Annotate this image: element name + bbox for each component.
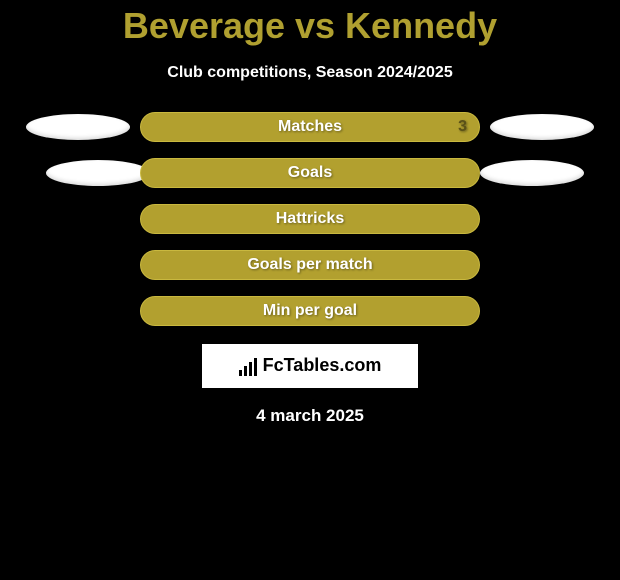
stat-pill: Goals <box>140 158 480 188</box>
logo-bars-icon <box>239 356 257 376</box>
subtitle: Club competitions, Season 2024/2025 <box>0 64 620 82</box>
left-value-ellipse <box>46 160 150 186</box>
left-value-ellipse <box>26 114 130 140</box>
stat-label: Matches <box>141 118 479 136</box>
date-label: 4 march 2025 <box>0 406 620 426</box>
right-value-ellipse <box>490 114 594 140</box>
stat-row: Goals <box>0 158 620 188</box>
stat-row: Matches3 <box>0 112 620 142</box>
stat-row: Goals per match <box>0 250 620 280</box>
stat-pill: Hattricks <box>140 204 480 234</box>
stat-pill: Goals per match <box>140 250 480 280</box>
stat-pill: Min per goal <box>140 296 480 326</box>
logo-text: FcTables.com <box>263 355 382 376</box>
stat-label: Goals <box>141 164 479 182</box>
stat-label: Goals per match <box>141 256 479 274</box>
comparison-infographic: Beverage vs Kennedy Club competitions, S… <box>0 0 620 580</box>
page-title: Beverage vs Kennedy <box>0 0 620 46</box>
stat-pill: Matches3 <box>140 112 480 142</box>
stat-value: 3 <box>458 118 467 136</box>
stat-label: Min per goal <box>141 302 479 320</box>
stat-row: Hattricks <box>0 204 620 234</box>
right-value-ellipse <box>480 160 584 186</box>
logo-box: FcTables.com <box>202 344 418 388</box>
stat-label: Hattricks <box>141 210 479 228</box>
stat-row: Min per goal <box>0 296 620 326</box>
stat-rows: Matches3 Goals Hattricks Goals per match Min… <box>0 112 620 326</box>
